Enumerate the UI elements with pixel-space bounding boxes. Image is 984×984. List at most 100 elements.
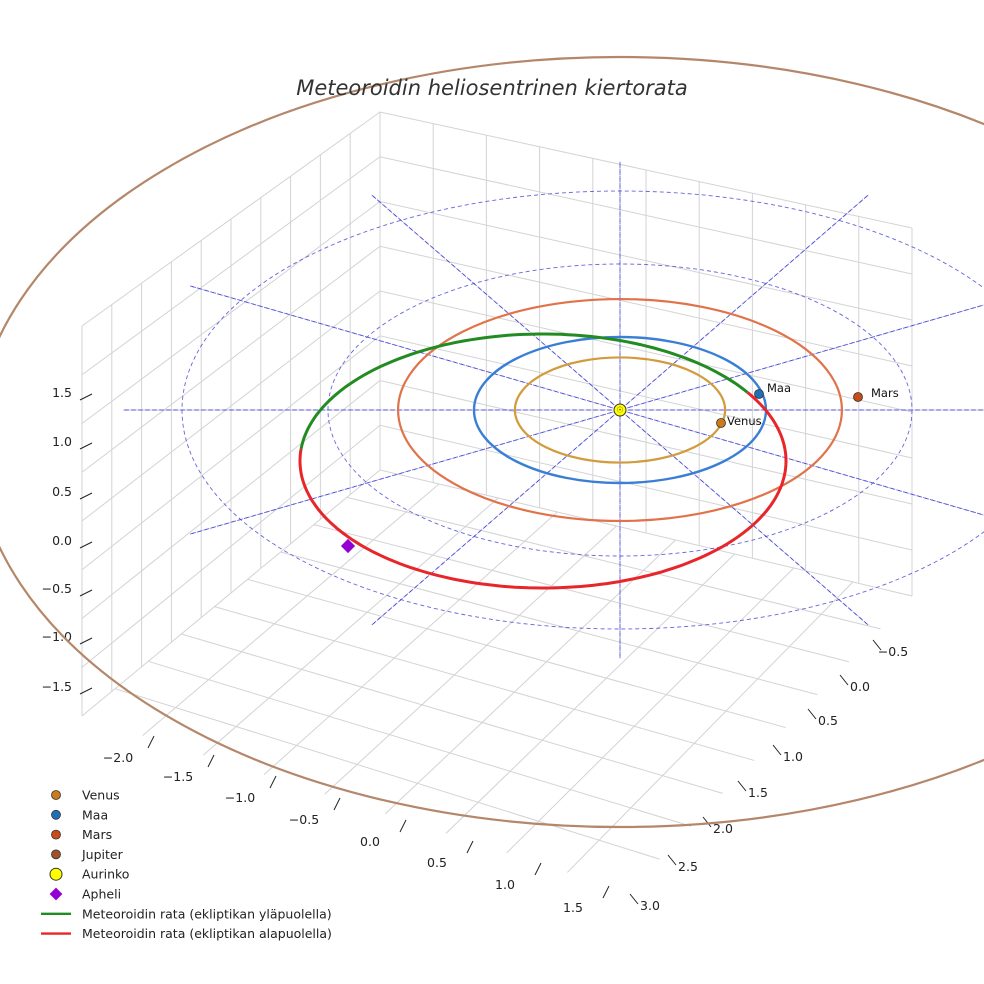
x-tick-label: −1.0 bbox=[225, 790, 255, 805]
venus-label: Venus bbox=[727, 414, 762, 428]
ecliptic-spoke bbox=[371, 194, 869, 626]
z-tick-mark bbox=[79, 492, 93, 500]
x-tick-label: 1.0 bbox=[495, 877, 515, 892]
gridline bbox=[263, 511, 558, 776]
y-tick-label: 0.0 bbox=[850, 679, 870, 694]
gridline bbox=[384, 539, 676, 815]
ecliptic-spoke bbox=[371, 194, 869, 626]
meteoroid-orbit-below-ecliptic bbox=[298, 391, 788, 590]
x-tick-label: 0.0 bbox=[360, 834, 380, 849]
maa-marker bbox=[754, 389, 764, 399]
legend-label: Meteoroidin rata (ekliptikan yläpuolella… bbox=[82, 906, 332, 921]
gridline bbox=[324, 525, 617, 795]
gridline bbox=[203, 497, 499, 756]
y-tick-mark bbox=[772, 744, 782, 756]
legend-dot bbox=[51, 809, 61, 820]
gridline bbox=[81, 379, 913, 619]
y-tick-mark bbox=[737, 780, 747, 792]
z-tick-mark bbox=[79, 687, 93, 695]
maa-label: Maa bbox=[767, 381, 791, 395]
legend-item: Apheli bbox=[49, 887, 121, 902]
z-tick-label: 1.0 bbox=[52, 434, 72, 449]
legend-item: Meteoroidin rata (ekliptikan alapuolella… bbox=[41, 926, 332, 941]
planet-orbits bbox=[0, 56, 984, 828]
y-tick-label: 2.0 bbox=[713, 821, 733, 836]
gridline bbox=[280, 551, 818, 696]
y-tick-mark bbox=[839, 674, 849, 686]
legend-item: Aurinko bbox=[49, 867, 129, 882]
meteoroid-orbit-above-ecliptic bbox=[299, 332, 749, 450]
y-tick-mark bbox=[702, 816, 712, 828]
mars-marker bbox=[853, 392, 863, 402]
gridline bbox=[346, 496, 881, 630]
legend-sun bbox=[49, 867, 63, 881]
ecliptic-spoke bbox=[189, 285, 984, 516]
legend-diamond bbox=[49, 887, 63, 901]
z-tick-label: 0.5 bbox=[52, 484, 72, 499]
y-tick-label: 2.5 bbox=[678, 859, 698, 874]
y-tick-label: −0.5 bbox=[878, 644, 908, 659]
gridline bbox=[81, 245, 913, 473]
sun-glyph: ☉ bbox=[616, 406, 623, 415]
aphelion-marker bbox=[340, 538, 356, 554]
jupiter-orbit bbox=[0, 56, 984, 828]
gridline bbox=[566, 581, 854, 873]
chart-title: Meteoroidin heliosentrinen kiertorata bbox=[296, 76, 688, 100]
meteoroid-orbit bbox=[298, 332, 788, 590]
z-tick-label: −0.5 bbox=[42, 581, 72, 596]
z-tick-mark bbox=[79, 541, 93, 549]
y-tick-label: 3.0 bbox=[640, 898, 660, 913]
z-tick-mark bbox=[79, 442, 93, 450]
z-tick-label: −1.0 bbox=[42, 629, 72, 644]
x-tick-label: 0.5 bbox=[427, 855, 447, 870]
gridline bbox=[445, 553, 736, 834]
gridline bbox=[81, 335, 913, 571]
ecliptic-grid bbox=[123, 161, 984, 659]
legend-label: Apheli bbox=[82, 887, 121, 902]
gridline bbox=[506, 567, 795, 854]
axes-gridlines bbox=[81, 123, 913, 873]
y-tick-label: 1.5 bbox=[748, 785, 768, 800]
z-tick-label: −1.5 bbox=[42, 679, 72, 694]
y-tick-mark bbox=[667, 854, 677, 866]
x-tick-mark bbox=[333, 797, 341, 811]
y-tick-label: 0.5 bbox=[818, 713, 838, 728]
x-tick-label: −0.5 bbox=[289, 812, 319, 827]
z-tick-mark bbox=[79, 589, 93, 597]
x-tick-mark bbox=[466, 840, 474, 854]
ecliptic-spoke bbox=[371, 194, 869, 626]
legend-label: Venus bbox=[82, 788, 120, 803]
mars-orbit bbox=[396, 297, 844, 523]
legend-dot bbox=[51, 790, 61, 800]
z-tick-label: 0.0 bbox=[52, 533, 72, 548]
gridline bbox=[81, 200, 913, 424]
legend-item: Maa bbox=[51, 807, 108, 822]
ecliptic-spoke bbox=[371, 194, 869, 626]
gridline bbox=[247, 578, 786, 729]
ecliptic-spoke bbox=[189, 304, 984, 535]
gridline bbox=[114, 688, 660, 860]
venus-orbit bbox=[513, 356, 727, 464]
gridline bbox=[81, 424, 913, 668]
z-tick-mark bbox=[79, 637, 93, 645]
legend-label: Maa bbox=[82, 807, 108, 822]
gridline bbox=[313, 524, 850, 663]
mars-label: Mars bbox=[871, 386, 899, 400]
x-tick-label: −2.0 bbox=[103, 750, 133, 765]
gridline bbox=[81, 290, 913, 522]
x-tick-mark bbox=[269, 775, 277, 789]
y-tick-mark bbox=[872, 639, 882, 651]
legend-label: Aurinko bbox=[82, 867, 129, 882]
axes-ticks: −1.5 −1.0 −0.5 0.0 0.5 1.0 1.5 −2.0 −1.5 −1.0 −0.5… bbox=[42, 385, 909, 915]
gridline bbox=[142, 483, 440, 736]
gridline bbox=[148, 660, 692, 827]
x-tick-mark bbox=[147, 735, 155, 749]
gridline bbox=[181, 633, 723, 794]
legend-label: Mars bbox=[82, 827, 112, 842]
x-tick-label: −1.5 bbox=[163, 769, 193, 784]
gridline bbox=[214, 606, 755, 761]
gridline bbox=[81, 156, 913, 376]
legend-item: Venus bbox=[51, 788, 120, 803]
y-tick-label: 1.0 bbox=[783, 749, 803, 764]
